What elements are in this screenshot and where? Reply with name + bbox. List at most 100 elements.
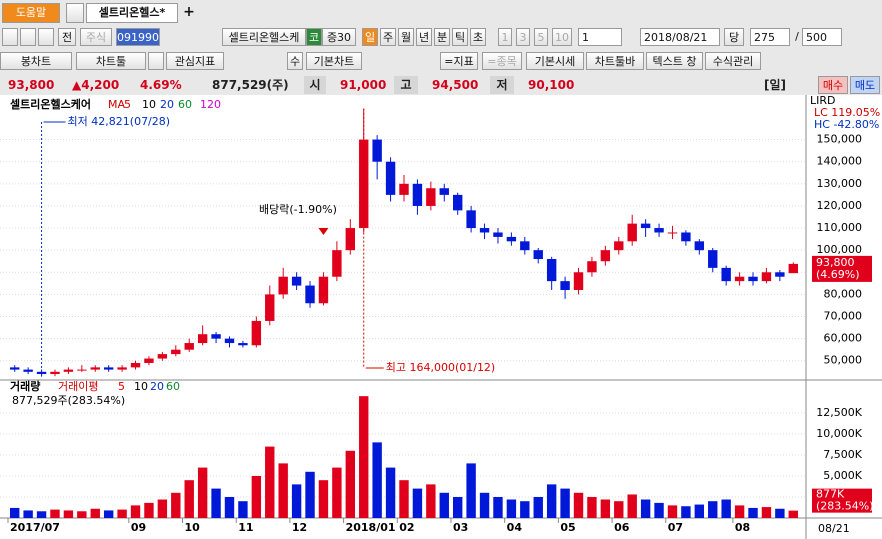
icon[interactable] [148, 52, 164, 70]
candle-body [265, 294, 275, 321]
toolbar-button[interactable]: 1 [498, 28, 512, 46]
ma-legend: 5 [118, 380, 125, 393]
volume-bar [412, 488, 423, 518]
ma-legend: 10 [142, 98, 156, 111]
x-tick-label: 2017/07 [10, 521, 60, 534]
toolbar-button[interactable]: 당 [724, 28, 744, 46]
volume-bar [63, 510, 74, 518]
volume-bar [667, 505, 678, 518]
toolbar-button[interactable]: 틱 [452, 28, 468, 46]
candle-body [278, 276, 288, 295]
y-tick-label: 60,000 [824, 332, 863, 345]
toolbar-button[interactable]: =종목 [482, 52, 522, 70]
x-tick-label: 10 [185, 521, 201, 534]
toolbar-button[interactable]: 091990 [116, 28, 160, 46]
toolbar-button[interactable]: 일 [362, 28, 378, 46]
volume-bar [734, 505, 745, 518]
toolbar-button[interactable]: 1 [578, 28, 622, 46]
toolbar-button[interactable]: 3 [516, 28, 530, 46]
volume-bar [265, 446, 275, 518]
ma-legend: 120 [200, 98, 221, 111]
candle-body [345, 228, 356, 251]
toolbar-button[interactable]: 기본차트 [306, 52, 362, 70]
volume-bar [251, 475, 262, 518]
toolbar-button[interactable]: 5 [534, 28, 548, 46]
volume-bar [654, 502, 664, 518]
toolbar-button[interactable]: 2018/08/21 [640, 28, 720, 46]
toolbar-button[interactable]: 봉차트 [0, 52, 72, 70]
buy-button[interactable]: 매수 [818, 76, 848, 94]
toolbar-button[interactable]: 차트툴 [76, 52, 146, 70]
candle-body [546, 259, 557, 282]
y-tick-label: 120,000 [817, 199, 863, 212]
sell-button[interactable]: 매도 [850, 76, 880, 94]
toolbar-button[interactable]: 500 [802, 28, 842, 46]
x-tick-label: 02 [399, 521, 414, 534]
volume-bar [600, 499, 611, 518]
toolbar-button[interactable]: 수 [287, 52, 303, 70]
candle-body [399, 183, 409, 195]
toolbar-button[interactable]: 셀트리온헬스케 [222, 28, 306, 46]
candle-body [506, 236, 517, 242]
volume-bar [560, 488, 570, 518]
toolbar-button[interactable]: 10 [552, 28, 572, 46]
ma-legend: 20 [150, 380, 164, 393]
candle-body [667, 232, 678, 234]
volume-bar [506, 499, 517, 518]
low: 90,100 [528, 78, 575, 92]
chart: 셀트리온헬스케어 MA LIRD LC 119.05% HC -42.80% 거… [0, 95, 882, 539]
toolbar-button[interactable]: 초 [470, 28, 486, 46]
volume-bar [77, 511, 87, 518]
volume-bar [224, 496, 235, 518]
toolbar-button[interactable]: 관심지표 [166, 52, 224, 70]
toolbar-button[interactable]: 275 [750, 28, 790, 46]
toolbar-button[interactable]: 수식관리 [705, 52, 761, 70]
toolbar-button[interactable]: 증30 [322, 28, 356, 46]
toolbar-button[interactable]: 분 [434, 28, 450, 46]
volume-legend: 거래이평 [58, 380, 98, 393]
icon[interactable] [2, 28, 18, 46]
candle-body [761, 272, 772, 282]
tab[interactable]: 셀트리온헬스* [86, 3, 178, 23]
volume-bar [573, 492, 584, 518]
toolbar-button[interactable]: 주 [380, 28, 396, 46]
add-tab[interactable]: + [183, 4, 195, 20]
candle-body [614, 241, 624, 251]
help-button[interactable]: 도움말 [2, 3, 60, 23]
icon[interactable] [66, 3, 84, 23]
toolbar-button[interactable]: =지표 [440, 52, 478, 70]
toolbar-button[interactable]: 월 [398, 28, 414, 46]
toolbar-button[interactable]: 차트툴바 [586, 52, 644, 70]
volume-bar [238, 501, 248, 518]
toolbar-button[interactable]: 주식 [80, 28, 112, 46]
x-tick-label: 09 [131, 521, 146, 534]
candle-body [359, 139, 369, 229]
icon[interactable] [20, 28, 36, 46]
volume-bar [399, 480, 409, 518]
volume-bar [144, 502, 154, 518]
volume-label: 877K [816, 488, 845, 501]
icon[interactable] [38, 28, 54, 46]
flags: LIRD [810, 95, 836, 107]
candle-body [385, 161, 396, 195]
candle-body [224, 338, 235, 344]
volume-bar [211, 488, 221, 518]
candle-body [23, 369, 33, 372]
toolbar-button[interactable]: 년 [416, 28, 432, 46]
hc: HC -42.80% [814, 118, 879, 131]
y-tick-label: 70,000 [824, 310, 863, 323]
volume: 877,529(주) [212, 78, 289, 92]
x-tick-label: 04 [507, 521, 523, 534]
y-tick-label: 80,000 [824, 287, 863, 300]
candle-body [332, 250, 342, 277]
volume-bar [533, 496, 543, 518]
toolbar-button[interactable]: 텍스트 창 [646, 52, 703, 70]
candle-body [587, 261, 597, 273]
toolbar-button[interactable]: 전 [58, 28, 76, 46]
candle-body [144, 358, 154, 363]
toolbar-button[interactable]: 기본시세 [526, 52, 584, 70]
candle-body [251, 320, 262, 346]
toolbar-button[interactable]: 코 [306, 28, 322, 46]
candle-body [452, 194, 463, 211]
